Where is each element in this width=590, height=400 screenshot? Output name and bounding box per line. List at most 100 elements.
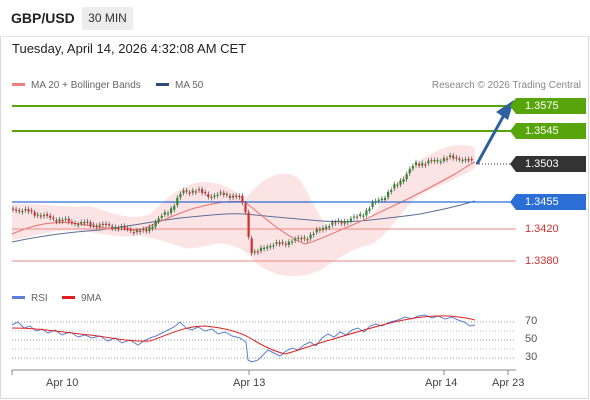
candle-body	[318, 229, 321, 231]
candle-body	[58, 219, 61, 222]
tag-last-price: 1.3503	[510, 156, 586, 172]
candle-body	[349, 218, 352, 221]
rsi-label-70: 70	[525, 315, 538, 327]
candle-body	[42, 215, 46, 217]
tag-resistance-1-value: 1.3545	[525, 125, 559, 137]
candle-body	[55, 220, 58, 222]
candle-body	[458, 158, 461, 160]
candle-body	[207, 194, 210, 198]
candle-body	[151, 226, 154, 229]
candle-body	[166, 213, 170, 215]
candle-body	[414, 162, 418, 166]
timeframe-button[interactable]: 30 MIN	[82, 7, 133, 30]
candle-body	[135, 230, 139, 233]
candle-body	[374, 201, 377, 203]
rsi-label-30: 30	[525, 351, 538, 363]
tag-pivot-value: 1.3455	[525, 196, 559, 208]
candle-body	[402, 179, 405, 182]
datetime-label: Tuesday, April 14, 2026 4:32:08 AM CET	[12, 41, 247, 56]
legend-rsi: RSI	[12, 293, 48, 304]
candle-body	[108, 224, 111, 226]
tag-support-2-value: 1.3380	[525, 255, 559, 267]
ma20-swatch	[12, 82, 25, 86]
candle-body	[225, 194, 228, 196]
candle-body	[235, 195, 238, 197]
symbol-title: GBP/USD	[11, 10, 75, 26]
candle-body	[201, 189, 204, 193]
candle-body	[64, 218, 67, 220]
candle-body	[387, 191, 390, 198]
candle-body	[467, 158, 470, 161]
forecast-arrow-line	[475, 114, 506, 165]
candlestick-series	[11, 152, 473, 256]
candle-body	[204, 192, 207, 194]
legend-ma50-label: MA 50	[175, 80, 204, 91]
legend-ma20: MA 20 + Bollinger Bands	[12, 80, 141, 91]
candle-body	[36, 214, 39, 216]
candle-body	[49, 215, 52, 218]
tag-resistance-2: 1.3575	[510, 98, 586, 114]
candle-body	[170, 208, 173, 214]
candle-body	[27, 209, 30, 212]
candle-body	[18, 210, 21, 212]
candle-body	[256, 251, 259, 253]
candle-body	[210, 196, 213, 199]
rsi-ma-line	[11, 315, 476, 355]
candle-body	[411, 166, 414, 169]
candle-body	[281, 242, 284, 244]
candle-body	[297, 237, 300, 239]
candle-body	[287, 241, 290, 245]
candle-body	[191, 190, 194, 193]
candle-body	[300, 238, 303, 240]
legend-rsi-label: RSI	[31, 293, 48, 304]
candle-body	[80, 221, 83, 224]
bollinger-band	[12, 144, 475, 277]
rsi-ma-swatch	[62, 295, 75, 299]
candle-body	[219, 192, 222, 194]
candle-body	[452, 155, 455, 159]
candle-body	[284, 243, 287, 245]
candle-body	[421, 163, 424, 166]
candle-body	[52, 217, 55, 219]
candle-body	[24, 209, 27, 211]
candle-body	[362, 215, 365, 217]
candle-body	[89, 222, 92, 226]
candle-body	[30, 210, 33, 212]
legend-rsi-ma-label: 9MA	[81, 293, 102, 304]
candle-body	[194, 191, 197, 193]
candle-body	[247, 212, 250, 237]
tag-resistance-1: 1.3545	[510, 123, 586, 139]
candle-body	[449, 155, 452, 158]
candle-body	[173, 205, 176, 210]
candle-body	[383, 197, 387, 200]
candle-body	[427, 160, 430, 164]
candle-body	[154, 221, 157, 227]
candle-body	[380, 198, 383, 201]
candle-body	[359, 214, 362, 217]
candle-body	[346, 221, 349, 223]
candle-body	[61, 219, 64, 222]
tag-support-1-value: 1.3420	[525, 223, 559, 235]
candle-body	[163, 212, 166, 215]
tag-last-price-value: 1.3503	[525, 158, 559, 170]
candle-body	[114, 226, 117, 229]
candle-body	[39, 215, 42, 217]
candle-body	[294, 238, 297, 241]
rsi-line	[11, 314, 476, 363]
candle-body	[176, 197, 179, 206]
tag-resistance-2-value: 1.3575	[525, 100, 559, 112]
candle-body	[92, 224, 95, 226]
candle-body	[334, 222, 337, 224]
candle-body	[439, 161, 442, 163]
candle-body	[179, 193, 182, 198]
candle-body	[160, 215, 163, 218]
candle-body	[104, 223, 108, 225]
candle-body	[95, 225, 98, 227]
candle-body	[216, 194, 219, 196]
x-label-apr14: Apr 14	[425, 377, 458, 389]
candle-body	[306, 239, 309, 241]
candle-body	[269, 246, 272, 248]
candle-body	[312, 233, 315, 236]
candle-body	[321, 228, 325, 231]
candle-body	[232, 195, 235, 198]
